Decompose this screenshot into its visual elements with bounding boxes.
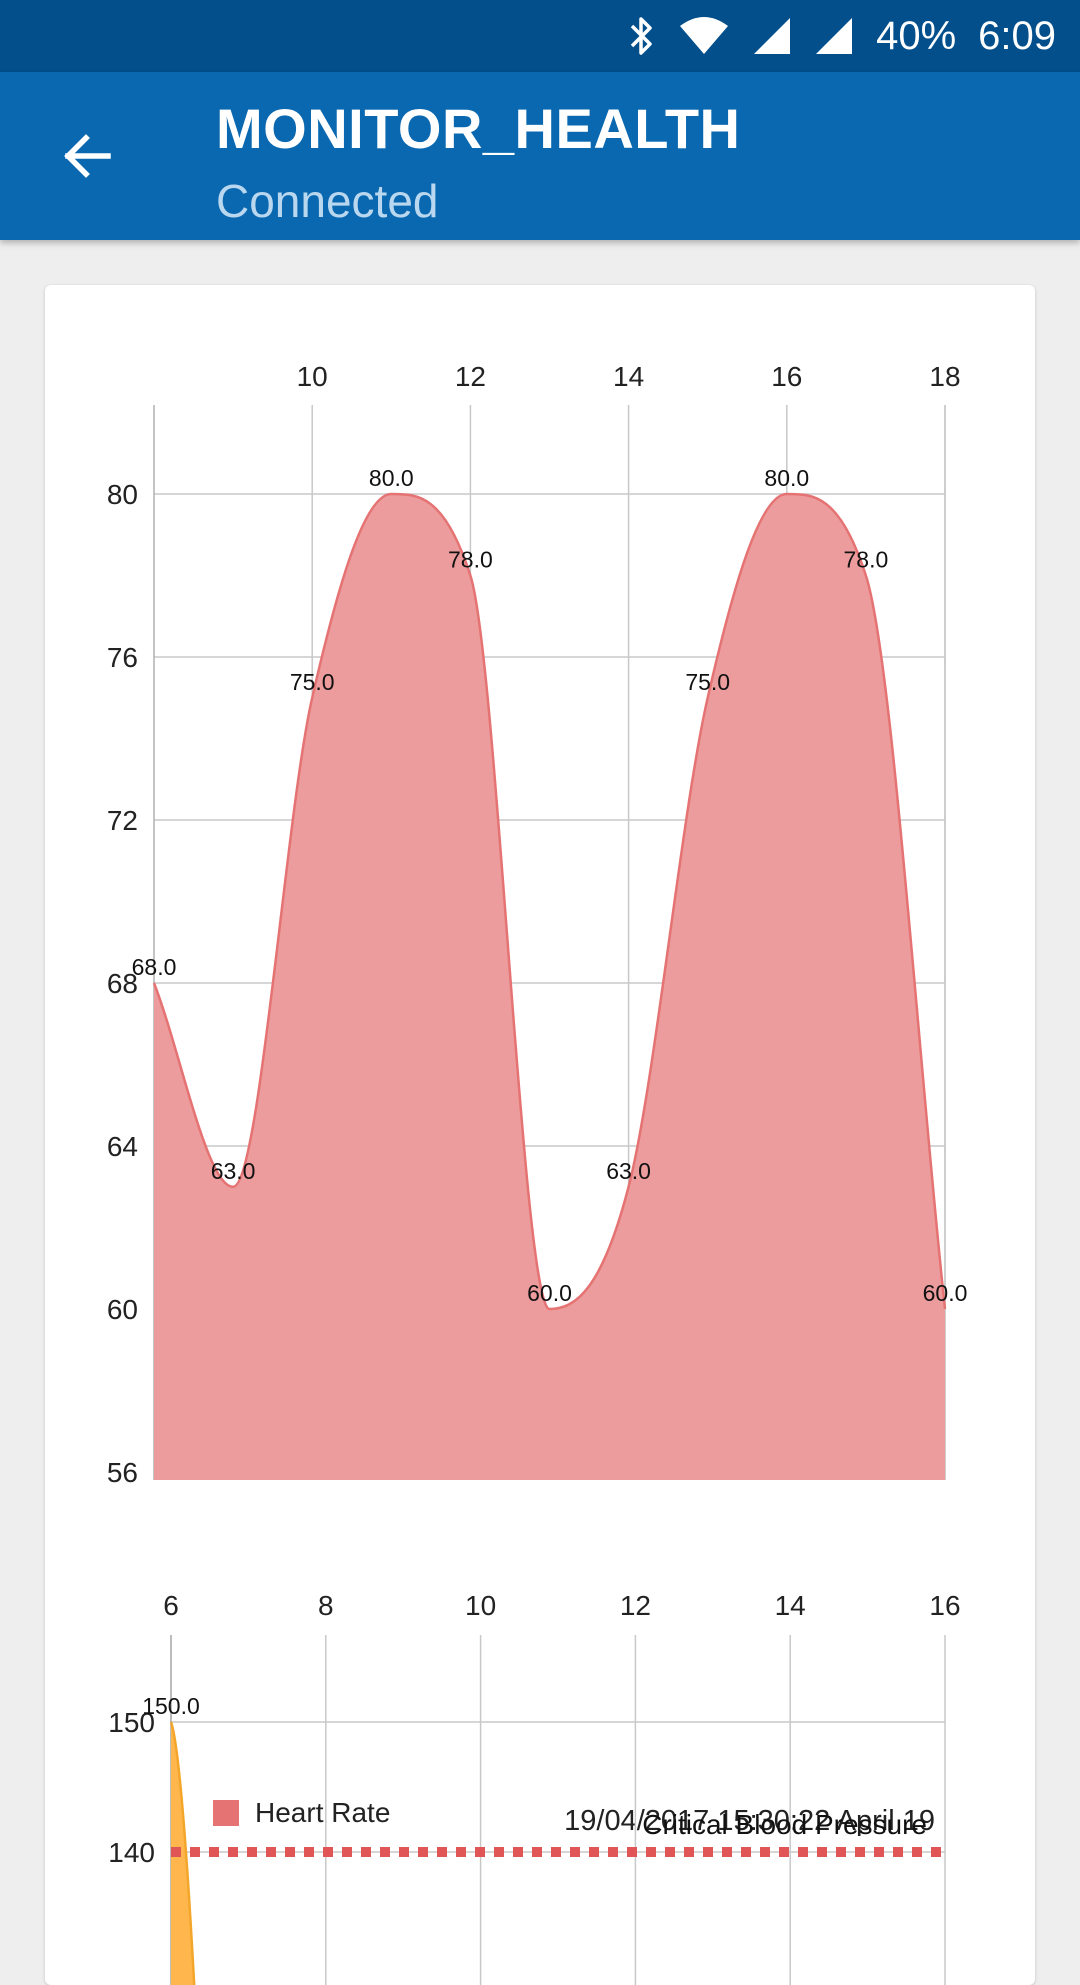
heart-rate-line: [152, 492, 947, 1311]
bluetooth-icon: [626, 14, 656, 58]
data-label: 78.0: [448, 547, 493, 573]
chart-card: 10 12 14 16 18 56 60 64 68 72 76 80 68.0 63.0 75.0 80.0…: [45, 285, 1035, 1985]
battery-percent: 40%: [876, 13, 957, 58]
data-label: 60.0: [527, 1280, 572, 1306]
arrow-left-icon: [64, 134, 111, 178]
status-bar: 40% 6:09: [0, 0, 1080, 72]
app-title: MONITOR_HEALTH: [216, 97, 741, 160]
x-tick-label: 14: [775, 1590, 806, 1621]
data-label: 68.0: [132, 954, 177, 980]
chart-legend: Heart Rate: [213, 1797, 390, 1829]
y-tick-label: 76: [107, 642, 138, 673]
y-tick-label: 60: [107, 1294, 138, 1325]
x-tick-label: 8: [318, 1590, 334, 1621]
data-label: 63.0: [606, 1158, 651, 1184]
critical-limit-label: Critical Blood Pressure: [642, 1809, 927, 1840]
data-label: 60.0: [923, 1280, 968, 1306]
x-tick-label: 6: [163, 1590, 179, 1621]
legend-swatch-heart-rate: [213, 1800, 239, 1826]
connection-status: Connected: [216, 175, 439, 227]
blood-pressure-area: [171, 1722, 195, 1985]
x-tick-label: 18: [929, 361, 960, 392]
clock: 6:09: [978, 13, 1056, 58]
y-tick-label: 56: [107, 1457, 138, 1488]
legend-label-heart-rate: Heart Rate: [255, 1797, 391, 1828]
y-tick-label: 140: [108, 1837, 155, 1868]
x-tick-label: 14: [613, 361, 644, 392]
y-tick-label: 150: [108, 1707, 155, 1738]
signal-icon: [752, 16, 792, 56]
x-tick-label: 16: [929, 1590, 960, 1621]
y-tick-label: 64: [107, 1131, 138, 1162]
data-label: 63.0: [211, 1158, 256, 1184]
data-label: 75.0: [685, 669, 730, 695]
x-tick-label: 12: [620, 1590, 651, 1621]
x-tick-label: 16: [771, 361, 802, 392]
back-button[interactable]: [48, 118, 124, 194]
app-bar: MONITOR_HEALTH Connected: [0, 72, 1080, 240]
data-label: 80.0: [764, 465, 809, 491]
y-tick-label: 72: [107, 805, 138, 836]
heart-rate-chart[interactable]: 10 12 14 16 18 56 60 64 68 72 76 80 68.0 63.0 75.0 80.0…: [45, 285, 1035, 1515]
data-label: 80.0: [369, 465, 414, 491]
x-tick-label: 10: [297, 361, 328, 392]
data-label: 150.0: [142, 1693, 200, 1719]
x-tick-label: 12: [455, 361, 486, 392]
y-tick-label: 80: [107, 479, 138, 510]
reading-timestamp: 19/04/2017 15:30:22 April 19: [564, 1805, 935, 1837]
data-label: 75.0: [290, 669, 335, 695]
signal-icon: [814, 16, 854, 56]
x-tick-label: 10: [465, 1590, 496, 1621]
y-tick-label: 68: [107, 968, 138, 999]
data-label: 78.0: [844, 547, 889, 573]
wifi-icon: [678, 16, 730, 56]
heart-rate-area: [154, 494, 945, 1480]
